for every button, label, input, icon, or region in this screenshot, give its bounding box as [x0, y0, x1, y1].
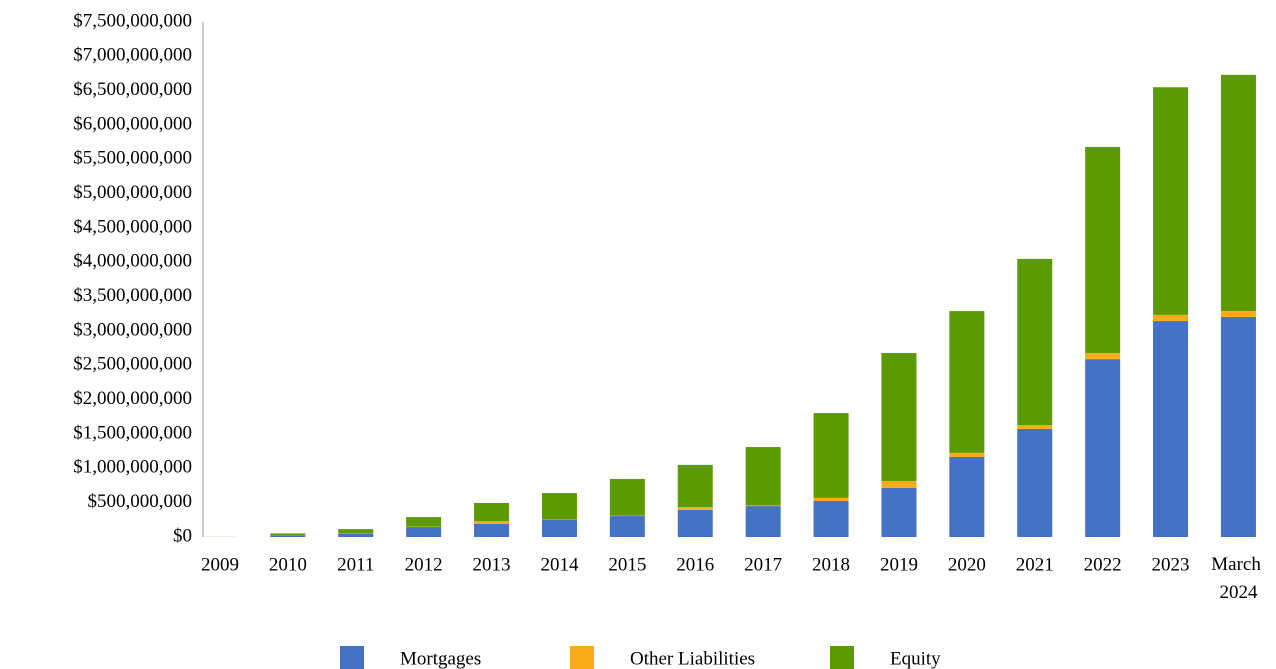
- bar-segment: [406, 517, 442, 527]
- bar-segment: [474, 523, 510, 537]
- legend-swatch: [830, 646, 854, 669]
- legend-label: Other Liabilities: [630, 648, 755, 669]
- x-tick-label: 2021: [1016, 554, 1054, 575]
- x-tick-label: 2017: [744, 554, 782, 575]
- x-tick-label: 2013: [473, 554, 511, 575]
- y-tick-label: $2,500,000,000: [73, 354, 192, 375]
- bar-segment: [745, 506, 781, 537]
- bar-segment: [609, 478, 645, 516]
- legend-label: Mortgages: [400, 648, 481, 669]
- bar-segment: [745, 505, 781, 507]
- bar-segment: [338, 529, 374, 534]
- x-tick-label: 2019: [880, 554, 918, 575]
- bar-segment: [881, 352, 917, 482]
- y-tick-label: $6,000,000,000: [73, 113, 192, 134]
- bar-segment: [1220, 74, 1256, 312]
- y-tick-label: $7,000,000,000: [73, 45, 192, 66]
- y-tick-label: $5,500,000,000: [73, 148, 192, 169]
- y-tick-label: $2,000,000,000: [73, 388, 192, 409]
- bar-segment: [949, 457, 985, 537]
- bar-segment: [1017, 258, 1053, 426]
- bar-segment: [677, 507, 713, 510]
- y-tick-label: $0: [173, 525, 192, 546]
- y-tick-label: $6,500,000,000: [73, 79, 192, 100]
- bar-segment: [1017, 425, 1053, 429]
- bar-segment: [881, 487, 917, 537]
- bar-segment: [270, 535, 306, 537]
- bar-segment: [1153, 87, 1189, 315]
- bar-segment: [1017, 428, 1053, 537]
- bar-segment: [1220, 311, 1256, 317]
- x-tick-label: 2010: [269, 554, 307, 575]
- x-tick-label: 2009: [201, 554, 239, 575]
- x-tick-label: 2016: [676, 554, 714, 575]
- x-tick-label: 2012: [405, 554, 443, 575]
- y-tick-label: $500,000,000: [88, 491, 193, 512]
- bar-segment: [541, 493, 577, 520]
- y-tick-label: $4,000,000,000: [73, 251, 192, 272]
- bar-segment: [338, 533, 374, 537]
- bar-segment: [1153, 314, 1189, 322]
- bar-segment: [1220, 316, 1256, 537]
- bar-segment: [813, 413, 849, 498]
- x-tick-label: 2015: [608, 554, 646, 575]
- bar-segment: [1085, 146, 1121, 353]
- x-tick-label: March 2024: [1211, 554, 1265, 603]
- x-tick-label: 2020: [948, 554, 986, 575]
- bar-segment: [677, 509, 713, 537]
- bar-segment: [813, 497, 849, 501]
- legend-swatch: [340, 646, 364, 669]
- y-tick-label: $3,000,000,000: [73, 319, 192, 340]
- x-tick-label: 2018: [812, 554, 850, 575]
- bar-segment: [1153, 321, 1189, 537]
- bar-segment: [609, 516, 645, 537]
- bar-segment: [270, 533, 306, 536]
- bar-segment: [881, 481, 917, 488]
- x-tick-label: 2011: [337, 554, 374, 575]
- bar-segment: [406, 527, 442, 537]
- bar-segment: [474, 521, 510, 524]
- bar-segment: [541, 519, 577, 537]
- bar-segment: [1085, 359, 1121, 537]
- bar-segment: [949, 452, 985, 458]
- bar-segment: [1085, 352, 1121, 360]
- legend-label: Equity: [890, 648, 941, 669]
- y-tick-label: $1,500,000,000: [73, 422, 192, 443]
- bar-segment: [745, 447, 781, 506]
- bar-segment: [677, 464, 713, 508]
- bar-segment: [813, 500, 849, 537]
- x-tick-label: 2022: [1084, 554, 1122, 575]
- y-tick-label: $4,500,000,000: [73, 216, 192, 237]
- y-tick-label: $3,500,000,000: [73, 285, 192, 306]
- y-tick-label: $7,500,000,000: [73, 10, 192, 31]
- bar-segment: [474, 503, 510, 522]
- y-tick-label: $1,000,000,000: [73, 457, 192, 478]
- x-tick-label: 2014: [540, 554, 579, 575]
- legend-swatch: [570, 646, 594, 669]
- bar-segment: [949, 311, 985, 453]
- y-tick-label: $5,000,000,000: [73, 182, 192, 203]
- x-tick-label: 2023: [1152, 554, 1190, 575]
